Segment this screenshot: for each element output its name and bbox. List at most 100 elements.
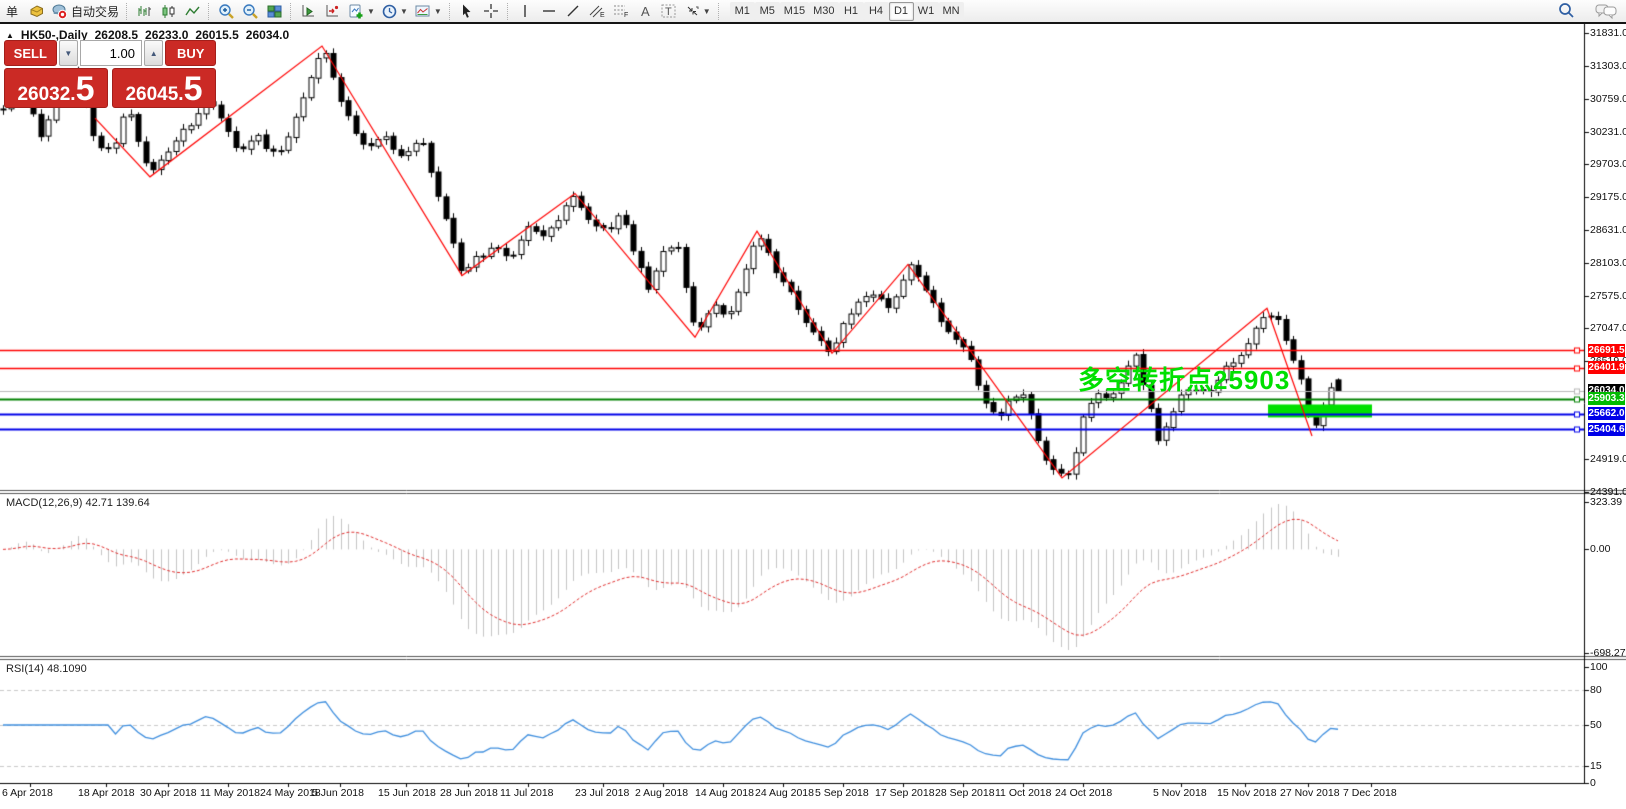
text-label-tool-button[interactable]: T [657, 1, 681, 21]
text-tool-button[interactable]: A [633, 1, 657, 21]
auto-scroll-button[interactable] [296, 1, 320, 21]
timeframe-m30-button[interactable]: M30 [809, 1, 839, 21]
timeframe-m15-button[interactable]: M15 [779, 1, 810, 21]
svg-text:A: A [641, 4, 650, 19]
date-axis-label: 11 Jul 2018 [500, 787, 554, 799]
cursor-icon [459, 3, 474, 19]
chart-shift-button[interactable] [320, 1, 344, 21]
new-order-button[interactable]: 单 [0, 1, 24, 21]
toolbar-separator [448, 2, 451, 20]
toolbar-separator [717, 2, 720, 20]
timeframe-h4-button[interactable]: H4 [863, 1, 889, 21]
buy-price-box[interactable]: 26045. 5 [112, 68, 216, 108]
autotrading-button[interactable]: 自动交易 [48, 1, 122, 21]
date-axis-label: 24 Aug 2018 [755, 787, 814, 799]
arrows-tool-button[interactable]: ▼ [681, 1, 714, 21]
price-level-badge: 25662.0 [1588, 407, 1625, 421]
rsi-axis-tick: 100 [1590, 661, 1608, 673]
timeframe-mn-button[interactable]: MN [938, 1, 964, 21]
main-toolbar: 单 自动交易 ▼ ▼ ▼ E F A T ▼ M1 M5 M1 [0, 0, 1626, 24]
bar-chart-type-button[interactable] [132, 1, 156, 21]
buy-label: BUY [176, 45, 205, 61]
volume-increase-button[interactable]: ▲ [143, 40, 164, 66]
horizontal-line-tool-button[interactable] [537, 1, 561, 21]
templates-button[interactable]: ▼ [411, 1, 445, 21]
date-axis-label: 30 Apr 2018 [140, 787, 197, 799]
crosshair-icon [483, 3, 499, 19]
collapse-triangle-icon[interactable]: ▲ [6, 30, 14, 40]
date-axis-label: 23 Jul 2018 [575, 787, 630, 799]
timeframe-d1-button[interactable]: D1 [888, 1, 914, 21]
volume-input[interactable] [79, 40, 142, 66]
timeframe-m5-button[interactable]: M5 [754, 1, 780, 21]
buy-price-main: 26045. [125, 84, 184, 105]
date-axis-label: 17 Sep 2018 [875, 787, 935, 799]
symbol-period-label: HK50-,Daily [20, 28, 88, 42]
sell-price-box[interactable]: 26032. 5 [4, 68, 108, 108]
trendline-icon [565, 3, 581, 19]
price-axis-tick: 31303.0 [1590, 59, 1626, 72]
toolbar-separator [506, 2, 509, 20]
zoom-out-button[interactable] [238, 1, 262, 21]
sell-button[interactable]: SELL [4, 40, 57, 66]
line-chart-type-button[interactable] [180, 1, 204, 21]
macd-axis-tick: 0.00 [1590, 543, 1611, 556]
rsi-axis-tick: 80 [1590, 684, 1602, 697]
chat-button[interactable] [1592, 1, 1620, 21]
line-chart-icon [184, 3, 201, 20]
date-axis-label: 28 Jun 2018 [440, 787, 498, 799]
fibonacci-tool-button[interactable]: F [609, 1, 633, 21]
svg-text:F: F [624, 12, 628, 19]
market-watch-button[interactable] [24, 1, 48, 21]
cursor-button[interactable] [455, 1, 479, 21]
date-axis-label: 18 Apr 2018 [78, 787, 135, 799]
one-click-trading-panel: SELL ▼ ▲ BUY 26032.5 26045.5 [4, 40, 217, 108]
timeframe-m1-button[interactable]: M1 [729, 1, 755, 21]
autotrading-label: 自动交易 [71, 4, 120, 19]
toolbar-separator [290, 2, 292, 20]
volume-decrease-button[interactable]: ▼ [58, 40, 78, 66]
toolbar-separator [208, 2, 210, 20]
new-order-label: 单 [5, 4, 18, 19]
date-axis-label: 24 May 2018 [260, 787, 321, 799]
chevron-down-icon: ▼ [702, 6, 711, 16]
date-axis-label: 24 Oct 2018 [1055, 787, 1113, 799]
timeframe-w1-button[interactable]: W1 [913, 1, 939, 21]
tile-windows-button[interactable] [262, 1, 286, 21]
toolbar-separator [126, 2, 128, 20]
date-axis-label: 27 Nov 2018 [1280, 787, 1340, 799]
buy-button[interactable]: BUY [165, 40, 217, 66]
price-axis-tick: 24919.0 [1590, 453, 1626, 466]
price-chart-canvas[interactable] [0, 24, 1626, 809]
tile-windows-icon [266, 3, 283, 20]
horizontal-line-icon [541, 4, 557, 18]
ohlc-low: 26015.5 [195, 28, 239, 42]
ohlc-open: 26208.5 [94, 28, 139, 42]
price-level-badge: 26401.9 [1588, 361, 1625, 375]
clock-icon [381, 3, 398, 20]
ohlc-high: 26233.0 [145, 28, 189, 42]
price-axis-tick: 27047.0 [1590, 322, 1626, 335]
crosshair-button[interactable] [479, 1, 503, 21]
timeframe-h1-button[interactable]: H1 [838, 1, 864, 21]
vertical-line-tool-button[interactable] [513, 1, 537, 21]
macd-axis-tick: 323.39 [1590, 496, 1623, 508]
candlestick-chart-type-button[interactable] [156, 1, 180, 21]
price-level-badge: 25903.3 [1588, 392, 1625, 406]
search-button[interactable] [1554, 1, 1578, 21]
triangle-down-icon: ▼ [64, 48, 73, 58]
channel-tool-button[interactable]: E [585, 1, 609, 21]
date-axis-label: 5 Sep 2018 [815, 787, 869, 799]
trendline-tool-button[interactable] [561, 1, 585, 21]
buy-price-fraction: 5 [183, 70, 203, 109]
price-axis-tick: 30231.0 [1590, 125, 1626, 138]
price-axis-tick: 24391.0 [1590, 486, 1626, 499]
date-axis-label: 15 Jun 2018 [378, 787, 436, 799]
indicators-button[interactable]: ▼ [344, 1, 378, 21]
chevron-down-icon: ▼ [367, 6, 375, 16]
price-axis-tick: 29703.0 [1590, 158, 1626, 171]
periods-button[interactable]: ▼ [378, 1, 411, 21]
date-axis-label: 15 Nov 2018 [1217, 787, 1277, 799]
zoom-in-button[interactable] [214, 1, 238, 21]
